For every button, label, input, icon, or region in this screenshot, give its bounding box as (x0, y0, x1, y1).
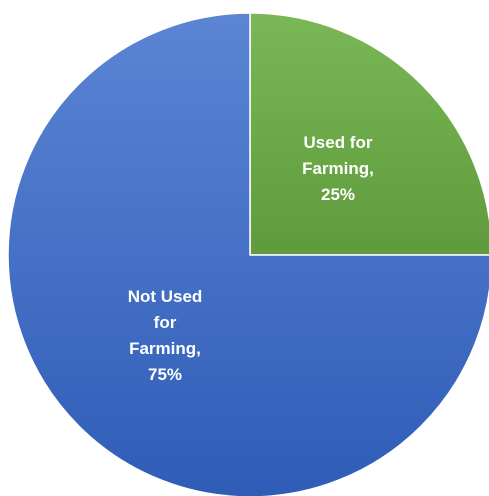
data-label-line: Farming, (302, 159, 374, 178)
pie-labels: Used for Farming, 25% Not Used for Farming, 75… (128, 133, 374, 384)
data-label-line: 75% (148, 365, 182, 384)
data-label-used-for-farming: Used for Farming, 25% (302, 133, 374, 204)
data-label-line: Used for (304, 133, 373, 152)
data-label-line: Farming, (129, 339, 201, 358)
pie-slice-not-used-for-farming (7, 12, 489, 496)
pie-slices (7, 12, 489, 496)
pie-slice-used-for-farming (249, 12, 489, 256)
data-label-not-used-for-farming: Not Used for Farming, 75% (128, 287, 203, 384)
data-label-line: 25% (321, 185, 355, 204)
data-label-line: for (154, 313, 177, 332)
data-label-line: Not Used (128, 287, 203, 306)
